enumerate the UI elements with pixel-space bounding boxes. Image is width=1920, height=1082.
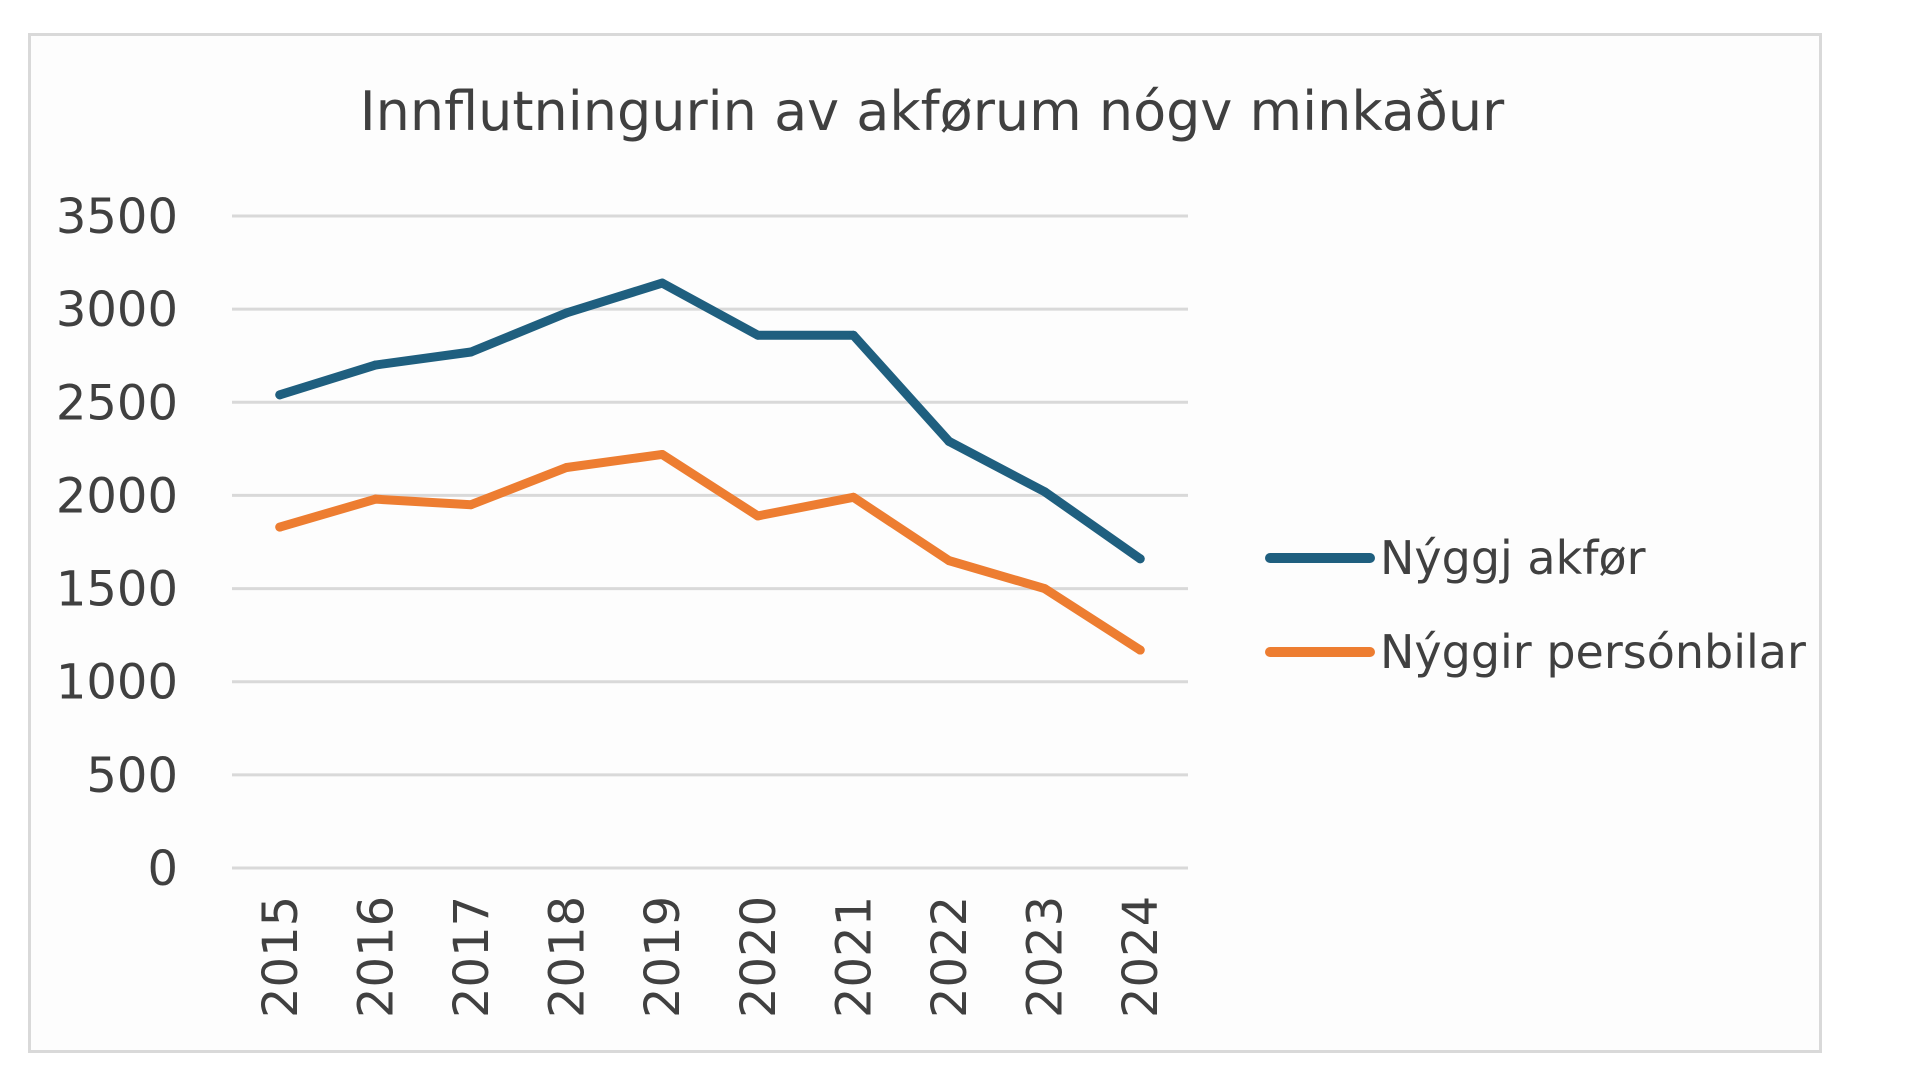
x-tick-label: 2015 <box>253 896 309 1018</box>
data-point <box>275 522 285 532</box>
data-point <box>370 360 380 370</box>
y-tick-label: 1500 <box>56 562 178 618</box>
y-tick-label: 500 <box>86 748 178 804</box>
data-point <box>466 500 476 510</box>
y-tick-label: 3500 <box>56 189 178 245</box>
gridlines <box>232 214 1188 870</box>
x-tick-label: 2017 <box>444 896 500 1018</box>
x-tick-label: 2021 <box>826 896 882 1018</box>
data-point <box>562 308 572 318</box>
data-point <box>370 494 380 504</box>
y-axis-ticks: 0 500 1000 1500 2000 2500 3000 3500 <box>56 189 178 897</box>
data-point <box>944 436 954 446</box>
data-point <box>466 347 476 357</box>
x-tick-label: 2018 <box>540 896 596 1018</box>
x-tick-label: 2023 <box>1018 896 1074 1018</box>
x-tick-label: 2016 <box>348 896 404 1018</box>
series-lines <box>275 278 1145 655</box>
data-point <box>753 511 763 521</box>
x-tick-label: 2020 <box>731 896 787 1018</box>
data-point <box>1135 554 1145 564</box>
y-tick-label: 2500 <box>56 375 178 431</box>
y-tick-label: 0 <box>147 841 178 897</box>
series-line-1 <box>275 278 1145 564</box>
data-point <box>848 330 858 340</box>
data-point <box>753 330 763 340</box>
data-point <box>657 449 667 459</box>
chart-title: Innflutningurin av akførum nógv minkaður <box>360 80 1505 143</box>
data-point <box>944 556 954 566</box>
y-tick-label: 2000 <box>56 468 178 524</box>
y-tick-label: 3000 <box>56 282 178 338</box>
legend-label: Nýggir persónbilar <box>1380 625 1806 679</box>
y-tick-label: 1000 <box>56 655 178 711</box>
data-point <box>848 492 858 502</box>
x-tick-label: 2019 <box>635 896 691 1018</box>
data-point <box>1135 645 1145 655</box>
series-line-2 <box>275 449 1145 655</box>
legend: Nýggj akfør Nýggir persónbilar <box>1265 531 1806 679</box>
data-point <box>657 278 667 288</box>
data-point <box>562 462 572 472</box>
x-tick-label: 2024 <box>1113 896 1169 1018</box>
x-axis-ticks: 2015 2016 2017 2018 2019 2020 2021 2022 2023 2024 <box>253 896 1169 1018</box>
x-tick-label: 2022 <box>922 896 978 1018</box>
legend-label: Nýggj akfør <box>1380 531 1646 585</box>
data-point <box>275 390 285 400</box>
data-point <box>1040 487 1050 497</box>
data-point <box>1040 584 1050 594</box>
